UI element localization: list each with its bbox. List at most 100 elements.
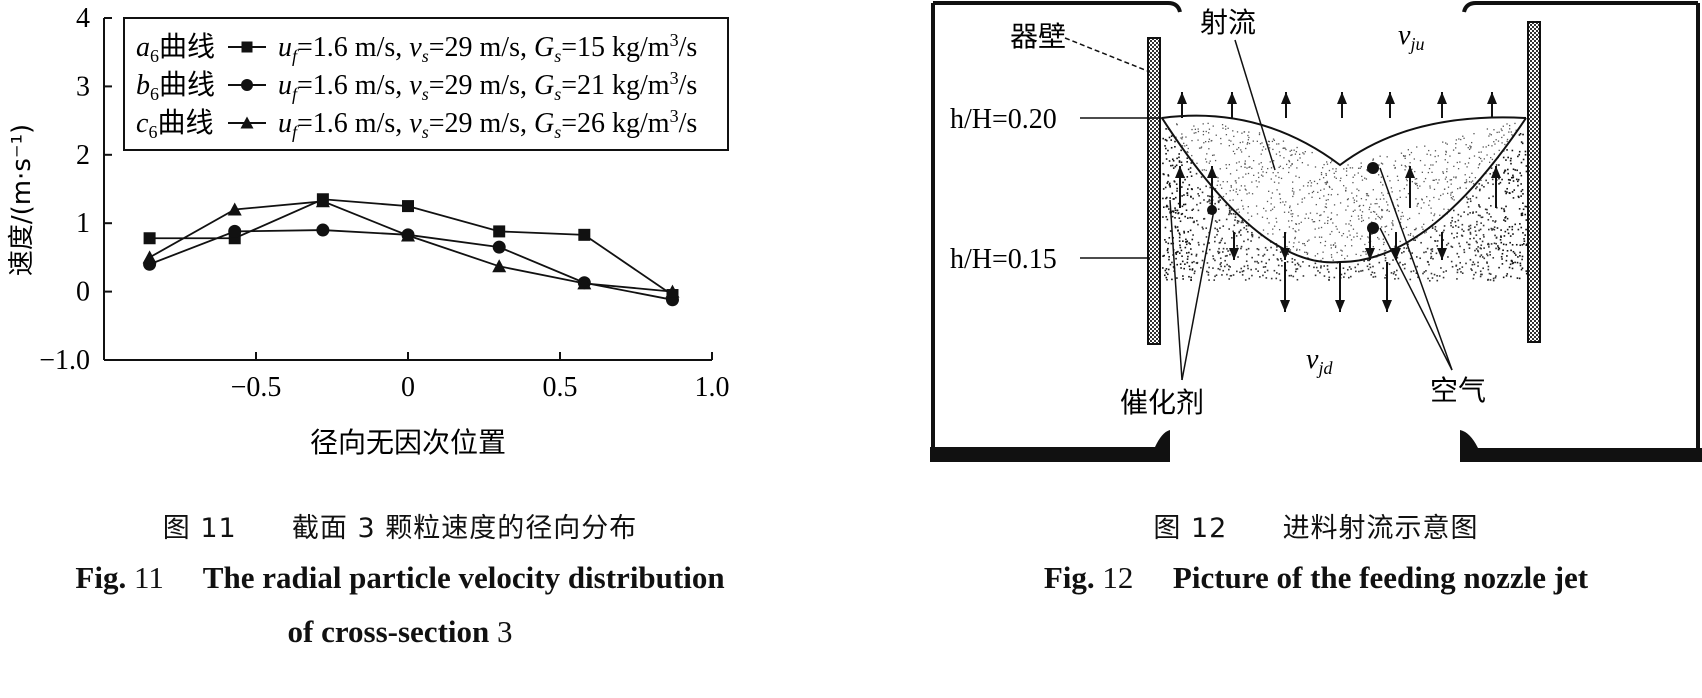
figure-12-caption-cn-text: 进料射流示意图 <box>1282 513 1479 544</box>
flow-arrowhead <box>1382 300 1392 312</box>
chart-ticks: −0.5 0 0.5 1.0 −1.0 0 1 2 3 4 <box>39 3 729 403</box>
jet-speckle-region <box>1175 122 1517 262</box>
jet-leader-line <box>1234 39 1276 171</box>
figure-11-caption-en-num: 11 <box>133 560 164 595</box>
flow-arrowhead <box>1437 92 1447 104</box>
marker-circle <box>228 224 242 238</box>
air-bubble-upper <box>1367 162 1379 174</box>
y-tick-label: 2 <box>76 140 90 171</box>
jet-label: 射流 <box>1200 6 1256 39</box>
marker-square <box>578 228 591 241</box>
figure-11: −0.5 0 0.5 1.0 −1.0 0 1 2 3 4 a6曲线 uf=1.6 m/s, vs=… <box>0 0 800 698</box>
marker-circle <box>241 79 253 91</box>
marker-square <box>402 200 414 213</box>
legend-box <box>123 17 729 151</box>
x-tick-label: 0.5 <box>543 372 578 403</box>
legend-entry: c6曲线 uf=1.6 m/s, vs=29 m/s, Gs=26 kg/m3/s <box>136 106 697 142</box>
catalyst-leader-line-1 <box>1181 209 1215 381</box>
flow-arrowhead <box>1175 166 1185 178</box>
marker-circle <box>316 223 330 237</box>
marker-triangle <box>492 259 507 273</box>
air-leader-line-1 <box>1379 167 1453 371</box>
figure-11-caption-en-text: The radial particle velocity distributio… <box>202 560 725 595</box>
catalyst-label: 催化剂 <box>1120 386 1204 419</box>
vju-label-v: v <box>1398 20 1411 51</box>
figure-11-caption-en-line2-num: 3 <box>497 614 513 649</box>
y-tick-label: 4 <box>76 3 90 34</box>
vju-label-sub: ju <box>1408 34 1424 54</box>
legend-curve-name: b6曲线 <box>136 68 215 104</box>
air-label: 空气 <box>1430 374 1486 407</box>
marker-square <box>493 225 506 238</box>
figure-11-caption-en-line2-text: of cross-section <box>287 614 490 649</box>
figure-11-caption-cn-text: 截面 3 颗粒速度的径向分布 <box>291 513 638 544</box>
flow-arrowhead <box>1487 92 1497 104</box>
figure-12: 器壁 射流 vju h/H=0.20 h/H=0.15 vjd 催化剂 空气 图… <box>930 0 1702 698</box>
legend-params: uf=1.6 m/s, vs=29 m/s, Gs=21 kg/m3/s <box>278 68 697 104</box>
y-tick-label: 0 <box>76 277 90 308</box>
flow-arrows <box>1175 92 1501 312</box>
figure-11-caption-cn-num: 图 11 <box>162 513 237 544</box>
figure-11-caption-en-line2: of cross-section 3 <box>0 614 800 650</box>
catalyst-leader-line-2 <box>1169 199 1183 381</box>
vessel-frame-top-right <box>1462 1 1698 13</box>
chart-series <box>142 193 680 307</box>
left-wall <box>1147 37 1161 345</box>
vjd-label-sub: jd <box>1316 358 1333 378</box>
figure-11-caption-en: Fig. 11 The radial particle velocity dis… <box>0 560 800 596</box>
flow-arrowhead <box>1280 300 1290 312</box>
x-tick-label: 0 <box>401 372 415 403</box>
flow-arrowhead <box>1337 92 1347 104</box>
vjd-label: vjd <box>1306 344 1333 378</box>
catalyst-particle-dot <box>1207 205 1217 215</box>
y-tick-label: −1.0 <box>39 345 90 376</box>
figure-12-caption-en-prefix: Fig. <box>1043 560 1095 595</box>
vessel-frame-top-left <box>933 1 1182 13</box>
x-axis-label: 径向无因次位置 <box>310 426 506 459</box>
flow-arrowhead <box>1365 248 1375 260</box>
h20-label: h/H=0.20 <box>950 104 1057 135</box>
flow-arrowhead <box>1405 166 1415 178</box>
vjd-label-v: v <box>1306 344 1319 375</box>
legend-params: uf=1.6 m/s, vs=29 m/s, Gs=26 kg/m3/s <box>278 106 697 142</box>
velocity-chart: −0.5 0 0.5 1.0 −1.0 0 1 2 3 4 a6曲线 uf=1.6 m/s, vs=… <box>7 3 730 459</box>
flow-arrowhead <box>1335 300 1345 312</box>
chart-legend: a6曲线 uf=1.6 m/s, vs=29 m/s, Gs=15 kg/m3/s… <box>123 17 729 151</box>
legend-entry: b6曲线 uf=1.6 m/s, vs=29 m/s, Gs=21 kg/m3/s <box>136 68 697 104</box>
wall-leader-line <box>1064 37 1151 73</box>
legend-entry: a6曲线 uf=1.6 m/s, vs=29 m/s, Gs=15 kg/m3/s <box>136 30 697 66</box>
wall-label: 器壁 <box>1010 20 1066 53</box>
marker-square <box>143 232 156 245</box>
marker-triangle <box>142 250 157 264</box>
marker-triangle <box>227 202 242 216</box>
right-wall <box>1527 21 1541 343</box>
flow-arrowhead <box>1385 92 1395 104</box>
figure-12-caption-en-text: Picture of the feeding nozzle jet <box>1172 560 1589 595</box>
legend-params: uf=1.6 m/s, vs=29 m/s, Gs=15 kg/m3/s <box>278 30 697 66</box>
y-axis-label: 速度/(m·s⁻¹) <box>7 124 37 276</box>
y-tick-label: 1 <box>76 208 90 239</box>
figure-12-caption-en-num: 12 <box>1102 560 1134 595</box>
air-leader-line-2 <box>1379 227 1453 371</box>
flow-arrowhead <box>1227 92 1237 104</box>
vju-label: vju <box>1398 20 1424 54</box>
marker-triangle <box>577 276 592 290</box>
marker-triangle <box>401 228 415 242</box>
figure-11-caption-cn: 图 11 截面 3 颗粒速度的径向分布 <box>0 506 800 545</box>
x-tick-label: −0.5 <box>231 372 282 403</box>
marker-triangle <box>315 194 330 208</box>
flow-arrowhead <box>1207 166 1217 178</box>
h15-label: h/H=0.15 <box>950 244 1057 275</box>
x-tick-label: 1.0 <box>695 372 730 403</box>
series-line <box>149 200 673 293</box>
flow-arrowhead <box>1437 248 1447 260</box>
marker-triangle <box>665 284 680 298</box>
figure-12-caption-cn: 图 12 进料射流示意图 <box>930 506 1702 545</box>
jet-upper-boundary <box>1161 114 1527 167</box>
vessel-bottom-left <box>930 430 1170 462</box>
jet-schematic: 器壁 射流 vju h/H=0.20 h/H=0.15 vjd 催化剂 空气 <box>930 1 1702 462</box>
marker-circle <box>492 240 506 254</box>
air-bubble-lower <box>1367 222 1379 234</box>
flow-arrowhead <box>1391 248 1401 260</box>
legend-curve-name: c6曲线 <box>136 106 213 142</box>
